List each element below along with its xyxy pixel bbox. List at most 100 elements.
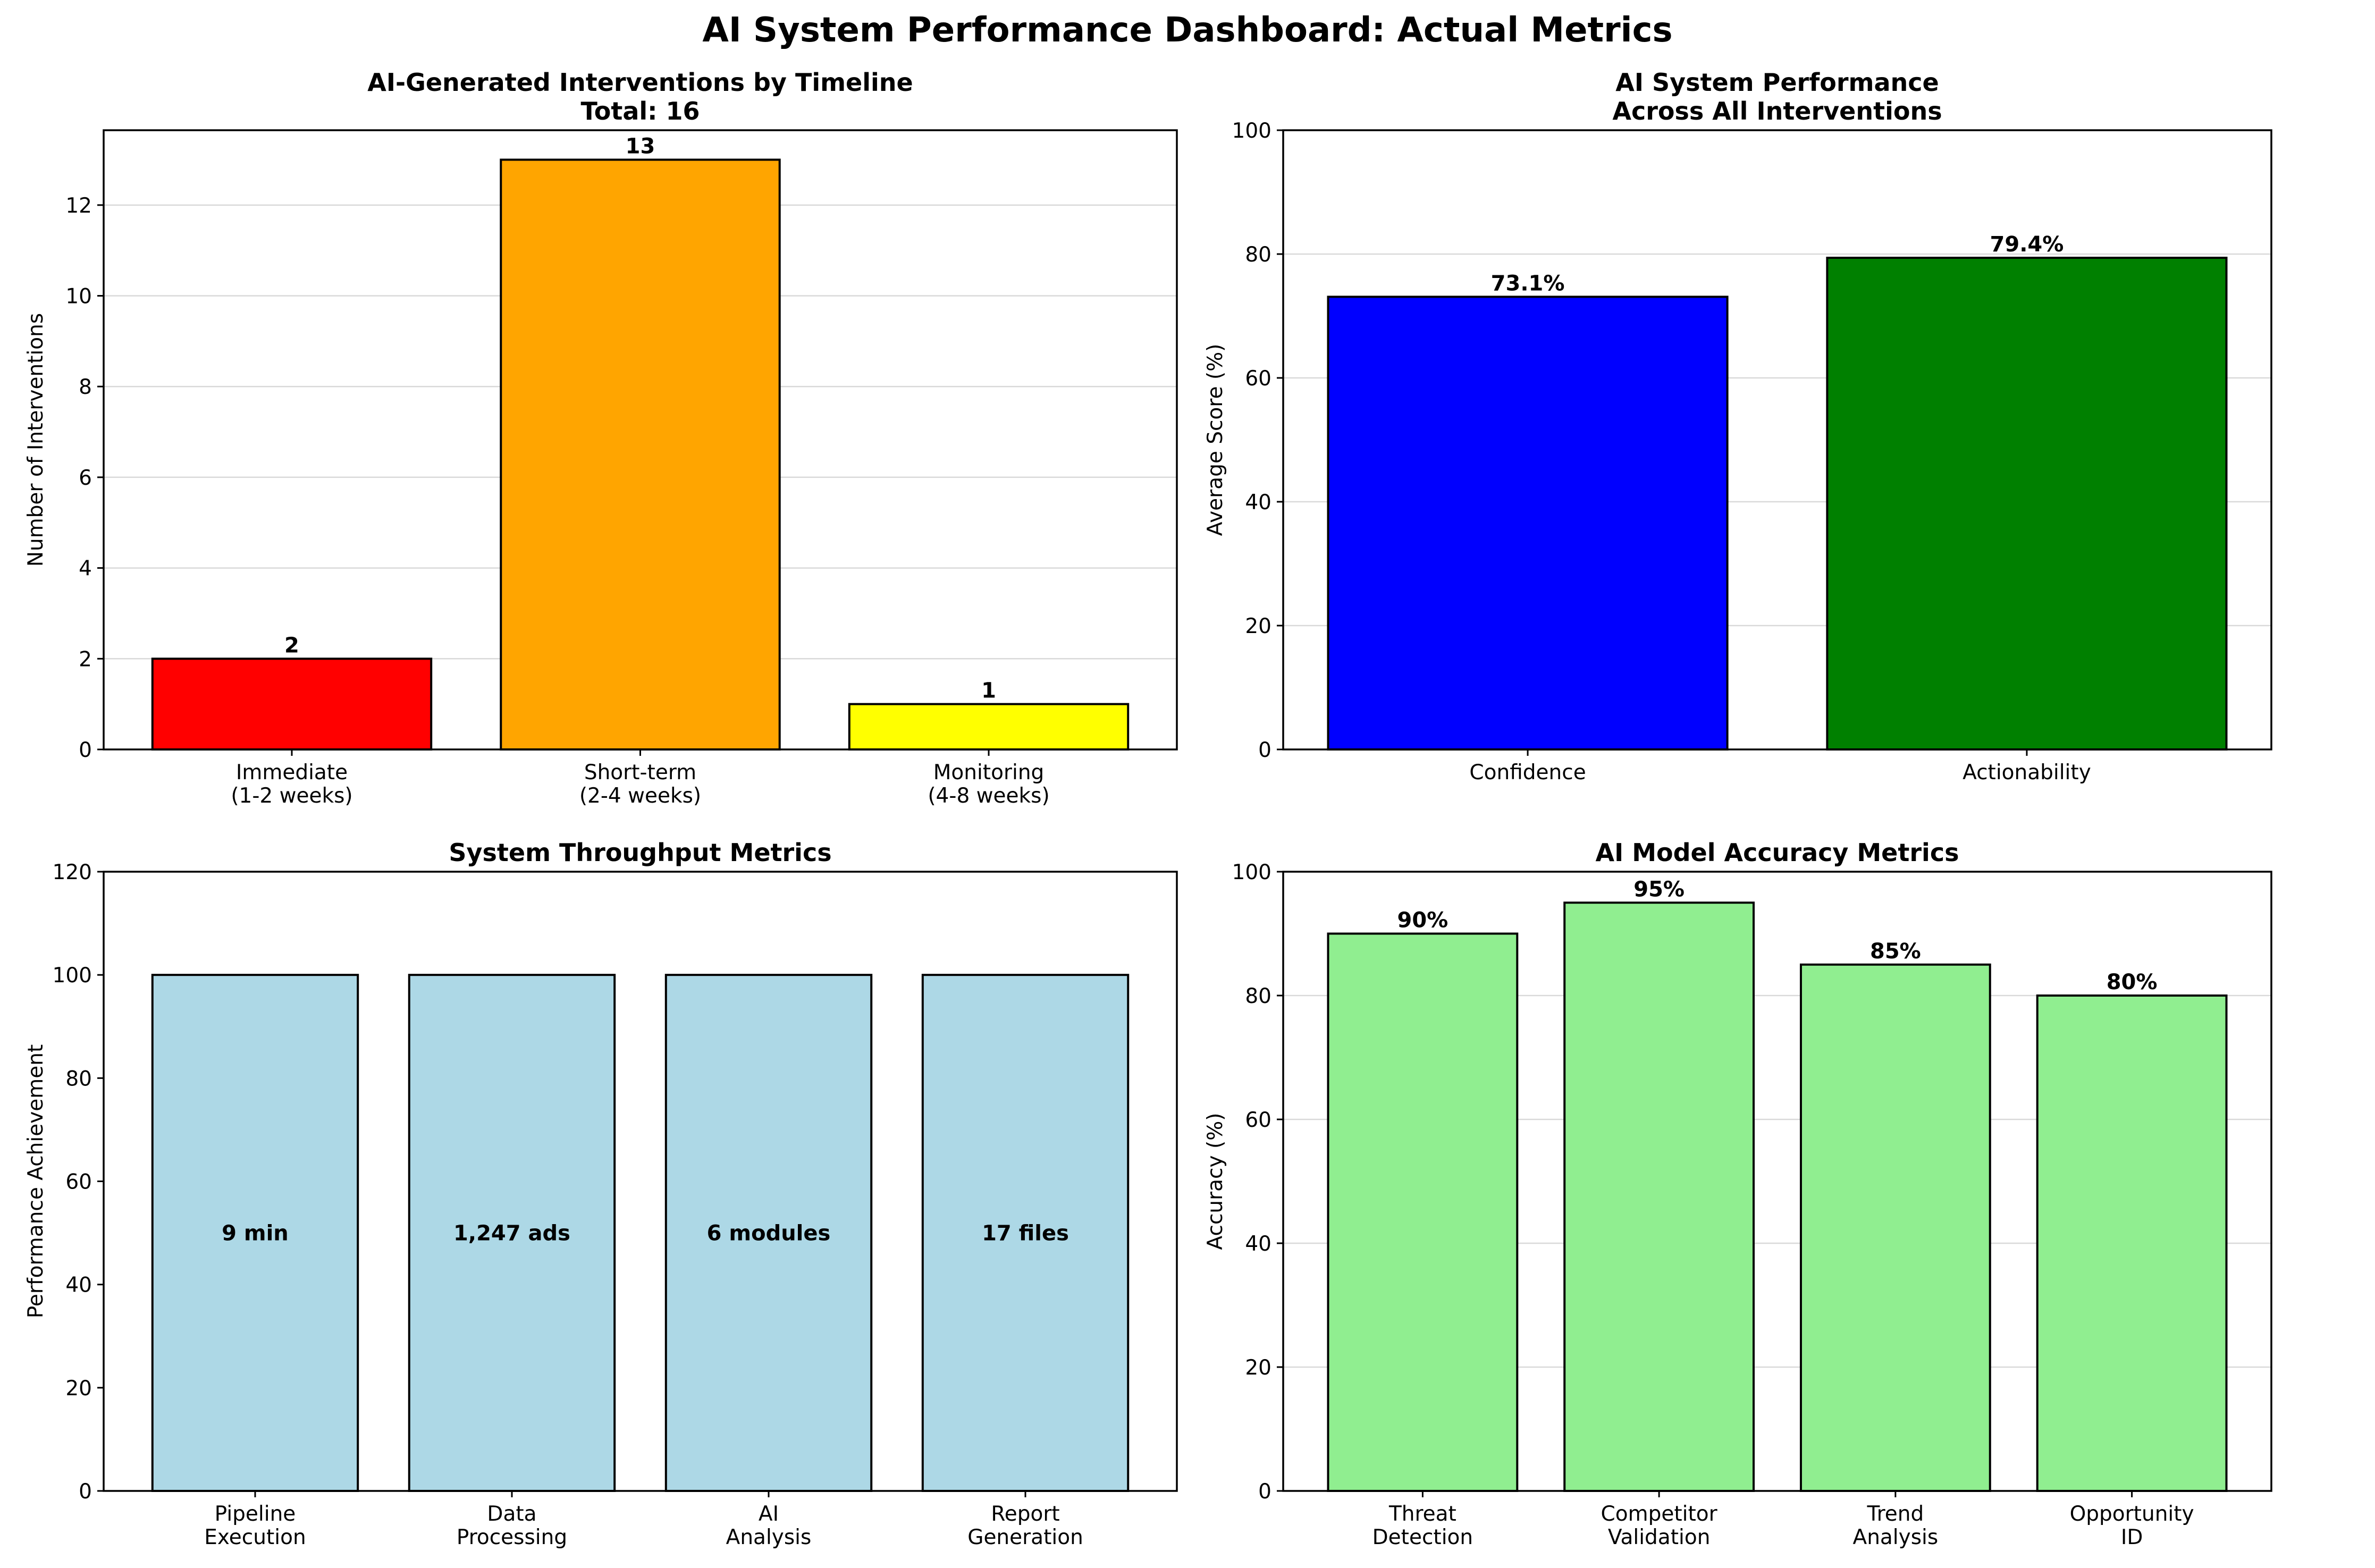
interventions-ytick-label: 10 [65, 285, 92, 309]
accuracy-title-line: AI Model Accuracy Metrics [1596, 838, 1959, 867]
performance-ytick-label: 20 [1245, 614, 1271, 638]
throughput-ytick-label: 120 [53, 861, 92, 884]
interventions-ylabel: Number of Interventions [24, 313, 48, 567]
performance-ytick-label: 60 [1245, 367, 1271, 391]
performance-panel: 73.1% Confidence 79.4% Actionability 0 20 40 60… [1203, 68, 2272, 785]
interventions-title-line: Total: 16 [580, 97, 700, 125]
interventions-axes-frame [103, 129, 1178, 751]
throughput-xtick-label-line: Pipeline [215, 1502, 296, 1526]
throughput-xtick-label-line: Processing [457, 1525, 567, 1549]
performance-bar-label: 73.1% [1491, 271, 1565, 296]
interventions-ytick-label: 12 [65, 194, 92, 218]
interventions-bar [500, 158, 781, 751]
throughput-title: System Throughput Metrics [449, 838, 831, 867]
interventions-xtick-label-line: (1-2 weeks) [231, 784, 352, 808]
throughput-ytick-label: 20 [65, 1377, 92, 1401]
throughput-xtick-label-line: Data [487, 1502, 536, 1526]
interventions-xtick-label-line: Immediate [236, 761, 348, 785]
accuracy-xtick-label-line: Trend [1866, 1502, 1924, 1526]
accuracy-ytick-label: 20 [1245, 1356, 1271, 1380]
dashboard-title: AI System Performance Dashboard: Actual … [702, 11, 1672, 50]
accuracy-bar [1799, 963, 1991, 1492]
accuracy-bar-label: 85% [1870, 939, 1921, 964]
accuracy-bar [1563, 901, 1755, 1492]
accuracy-xtick-label-line: Analysis [1853, 1525, 1939, 1549]
accuracy-xtick-label-line: ID [2121, 1525, 2143, 1549]
throughput-bar-label: 1,247 ads [453, 1221, 570, 1246]
accuracy-xtick-label-line: Validation [1608, 1525, 1711, 1549]
throughput-xtick-label-line: Analysis [726, 1525, 812, 1549]
accuracy-xtick-label: Competitor Validation [1601, 1502, 1718, 1549]
interventions-panel: 2 Immediate (1-2 weeks) 13 Short-term (2-4 we… [24, 68, 1178, 808]
performance-ytick-label: 80 [1245, 243, 1271, 267]
interventions-bar [151, 657, 433, 751]
accuracy-bar-label: 90% [1397, 908, 1448, 933]
interventions-bar-label: 13 [626, 134, 655, 158]
interventions-xtick-label-line: Monitoring [933, 761, 1045, 785]
accuracy-xtick-label: Threat Detection [1372, 1502, 1473, 1549]
throughput-bar [921, 974, 1130, 1492]
interventions-ytick-label: 0 [79, 738, 92, 762]
throughput-ylabel: Performance Achievement [24, 1044, 48, 1319]
accuracy-xtick-label-line: Competitor [1601, 1502, 1718, 1526]
throughput-bar [664, 974, 873, 1492]
accuracy-xtick-label: Trend Analysis [1853, 1502, 1939, 1549]
performance-xtick-label: Actionability [1963, 761, 2091, 785]
accuracy-axes-frame [1282, 871, 2272, 1492]
throughput-bar-label: 6 modules [707, 1221, 831, 1246]
accuracy-xtick-label-line: Threat [1388, 1502, 1456, 1526]
performance-ytick-label: 40 [1245, 491, 1271, 515]
throughput-ytick-label: 100 [53, 964, 92, 988]
performance-xtick-label-line: Confidence [1469, 761, 1586, 785]
performance-title: AI System Performance Across All Interven… [1612, 68, 1942, 125]
performance-title-line: Across All Interventions [1612, 97, 1942, 125]
interventions-ytick-label: 6 [79, 466, 92, 490]
throughput-xtick-label: Data Processing [457, 1502, 567, 1549]
interventions-xtick-label: Immediate (1-2 weeks) [231, 761, 352, 808]
interventions-ytick-label: 8 [79, 375, 92, 399]
accuracy-ytick-label: 60 [1245, 1108, 1271, 1132]
accuracy-bar [1327, 932, 1519, 1492]
throughput-ytick-label: 80 [65, 1067, 92, 1091]
accuracy-ylabel: Accuracy (%) [1203, 1113, 1227, 1250]
throughput-xtick-label: Report Generation [967, 1502, 1083, 1549]
throughput-bar [408, 974, 616, 1492]
accuracy-title: AI Model Accuracy Metrics [1596, 838, 1959, 867]
throughput-title-line: System Throughput Metrics [449, 838, 831, 867]
accuracy-ytick-label: 0 [1258, 1480, 1271, 1504]
interventions-title-line: AI-Generated Interventions by Timeline [367, 68, 913, 97]
throughput-bar-label: 17 files [982, 1221, 1069, 1246]
accuracy-xtick-label-line: Detection [1372, 1525, 1473, 1549]
accuracy-ytick-label: 80 [1245, 984, 1271, 1008]
throughput-xtick-label: AI Analysis [726, 1502, 812, 1549]
interventions-ytick-label: 4 [79, 557, 92, 581]
interventions-title: AI-Generated Interventions by Timeline To… [367, 68, 913, 125]
throughput-ytick-label: 60 [65, 1170, 92, 1194]
interventions-xtick-label-line: (4-8 weeks) [928, 784, 1049, 808]
interventions-xtick-label: Short-term (2-4 weeks) [579, 761, 701, 808]
performance-ytick-label: 100 [1232, 119, 1271, 143]
accuracy-bar [2036, 994, 2228, 1492]
interventions-bar [848, 703, 1130, 751]
throughput-panel: 9 min Pipeline Execution 1,247 ads Data Proce… [24, 838, 1178, 1549]
performance-xtick-label: Confidence [1469, 761, 1586, 785]
interventions-ytick-label: 2 [79, 647, 92, 671]
throughput-ytick-label: 40 [65, 1274, 92, 1297]
performance-bar [1327, 296, 1729, 751]
throughput-bar-label: 9 min [222, 1221, 289, 1246]
interventions-bar-label: 1 [981, 679, 996, 703]
performance-ytick-label: 0 [1258, 738, 1271, 762]
performance-ylabel: Average Score (%) [1203, 344, 1227, 536]
accuracy-bar-label: 95% [1633, 877, 1685, 901]
performance-axes-frame [1282, 129, 2272, 751]
accuracy-ytick-label: 40 [1245, 1232, 1271, 1256]
throughput-xtick-label: Pipeline Execution [204, 1502, 306, 1549]
accuracy-xtick-label-line: Opportunity [2070, 1502, 2194, 1526]
interventions-bar-label: 2 [284, 633, 299, 657]
accuracy-bar-label: 80% [2107, 970, 2158, 994]
throughput-xtick-label-line: AI [759, 1502, 779, 1526]
throughput-ytick-label: 0 [79, 1480, 92, 1504]
throughput-xtick-label-line: Generation [967, 1525, 1083, 1549]
